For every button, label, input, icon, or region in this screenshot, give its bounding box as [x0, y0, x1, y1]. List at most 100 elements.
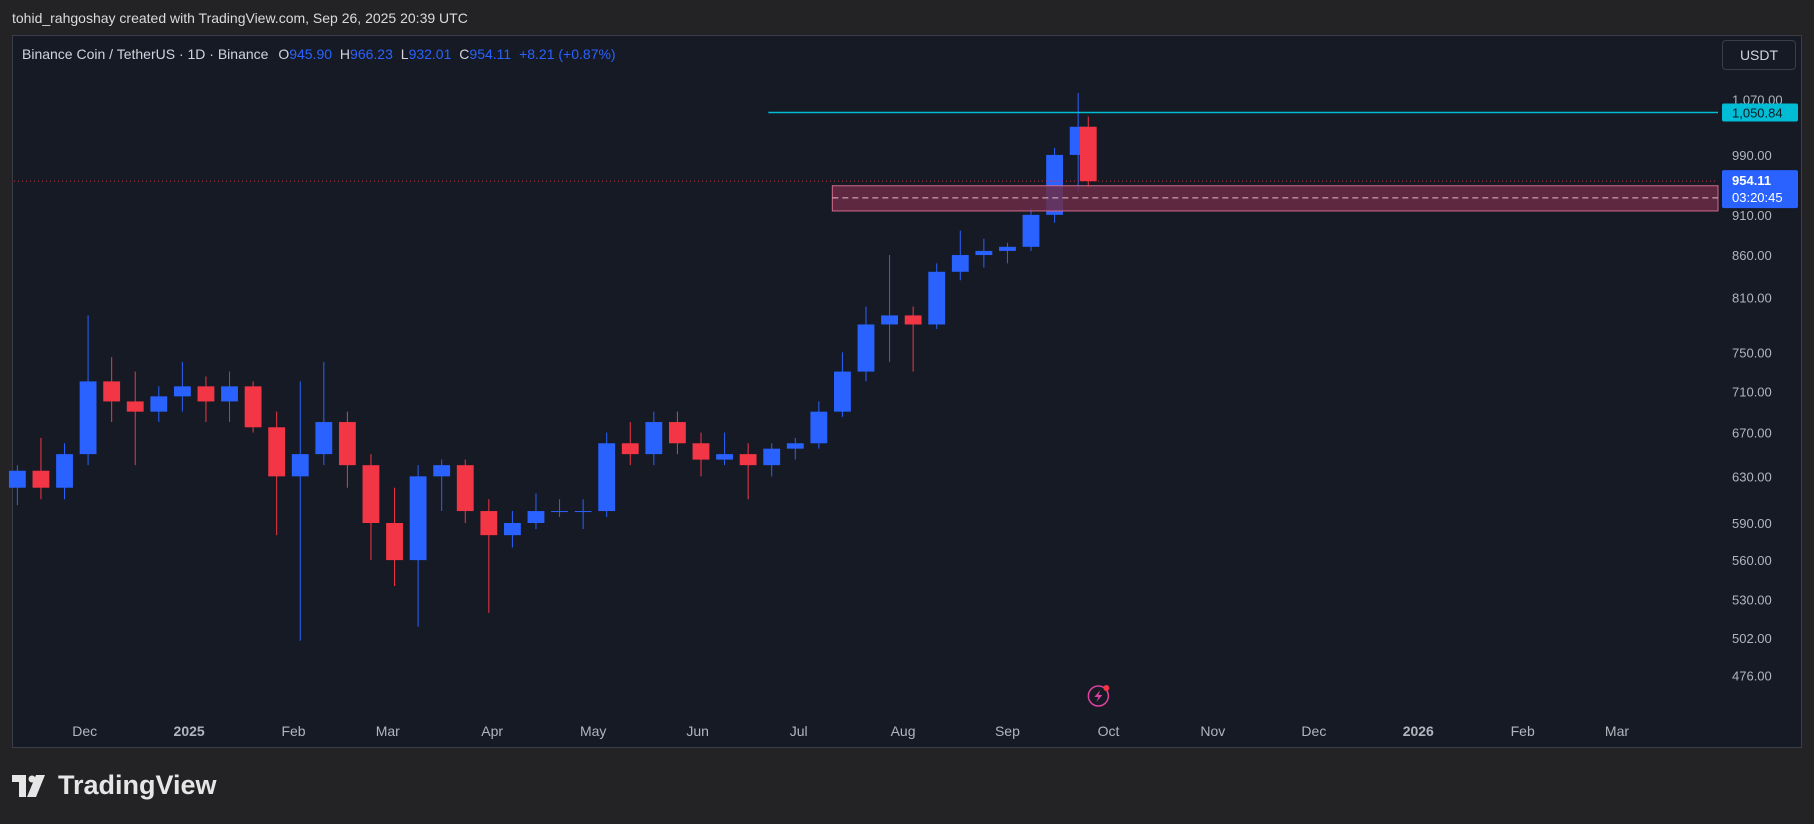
- candle-body: [8, 470, 26, 488]
- lightning-glyph: [1094, 690, 1103, 702]
- price-axis: 1,070.00990.00910.00860.00810.00750.0071…: [1722, 93, 1798, 684]
- candle-body: [904, 315, 922, 325]
- tradingview-logo[interactable]: TradingView: [12, 770, 217, 801]
- time-tick-label: Dec: [72, 723, 97, 739]
- chart-caption: tohid_rahgoshay created with TradingView…: [12, 10, 468, 26]
- price-tick-label: 630.00: [1732, 469, 1772, 484]
- price-tick-label: 750.00: [1732, 345, 1772, 360]
- candle-body: [786, 443, 804, 449]
- price-tick-label: 476.00: [1732, 669, 1772, 684]
- candle-body: [739, 454, 757, 466]
- last-price-countdown: 03:20:45: [1732, 190, 1783, 205]
- time-tick-label: Oct: [1098, 723, 1120, 739]
- close-value: 954.11: [469, 46, 512, 62]
- overlays-layer: [14, 111, 1719, 707]
- candle-body: [645, 422, 663, 455]
- candle-body: [173, 386, 191, 397]
- low-label: L: [400, 46, 409, 62]
- price-tick-label: 670.00: [1732, 426, 1772, 441]
- candle-body: [598, 443, 616, 512]
- candle-body: [1022, 214, 1040, 247]
- price-tick-label: 990.00: [1732, 148, 1772, 163]
- candle-body: [362, 465, 380, 523]
- high-value: 966.23: [350, 46, 393, 62]
- candle-body: [951, 255, 969, 272]
- time-tick-label: 2026: [1403, 723, 1434, 739]
- price-tick-label: 810.00: [1732, 291, 1772, 306]
- candle-body: [126, 401, 144, 412]
- candle-body: [221, 386, 238, 402]
- time-tick-label: Jun: [686, 723, 709, 739]
- candle-body: [338, 422, 356, 466]
- candles-layer: [8, 93, 1097, 641]
- candle-body: [315, 422, 333, 455]
- candle-body: [857, 324, 875, 372]
- symbol-name[interactable]: Binance Coin / TetherUS · 1D · Binance: [22, 46, 269, 62]
- candle-body: [834, 371, 851, 412]
- candle-body: [32, 470, 50, 488]
- candle-body: [551, 511, 568, 513]
- candle-body: [268, 427, 286, 477]
- brand-name: TradingView: [58, 770, 217, 800]
- candle-body: [480, 511, 498, 536]
- time-tick-label: Mar: [1605, 723, 1629, 739]
- candle-body: [409, 476, 427, 561]
- candle-body: [810, 411, 828, 444]
- time-tick-label: Aug: [891, 723, 916, 739]
- time-tick-label: May: [580, 723, 606, 739]
- open-value: 945.90: [289, 46, 333, 62]
- resistance-price-tag-label: 1,050.84: [1732, 106, 1783, 121]
- lightning-event-icon: [1087, 685, 1110, 707]
- time-tick-label: Mar: [376, 723, 400, 739]
- time-tick-label: Feb: [1511, 723, 1535, 739]
- last-price-tag-value: 954.11: [1732, 173, 1771, 188]
- price-tick-label: 860.00: [1732, 248, 1772, 263]
- price-tick-label: 560.00: [1732, 553, 1772, 568]
- price-tick-label: 910.00: [1732, 208, 1772, 223]
- candle-body: [150, 396, 168, 412]
- candle-body: [433, 465, 451, 477]
- candle-body: [456, 465, 474, 512]
- currency-button[interactable]: USDT: [1722, 40, 1796, 70]
- price-tick-label: 502.00: [1732, 631, 1772, 646]
- candle-body: [103, 381, 121, 402]
- time-tick-label: 2025: [174, 723, 205, 739]
- high-label: H: [339, 46, 351, 62]
- candle-body: [244, 386, 262, 428]
- candle-body: [763, 448, 781, 466]
- tradingview-logo-icon: [12, 774, 45, 797]
- candle-body: [975, 250, 993, 256]
- price-tick-label: 710.00: [1732, 384, 1772, 399]
- time-tick-label: Nov: [1200, 723, 1225, 739]
- time-tick-label: Jul: [790, 723, 808, 739]
- candle-body: [692, 443, 710, 460]
- time-tick-label: Apr: [481, 723, 503, 739]
- open-label: O: [278, 46, 290, 62]
- low-value: 932.01: [408, 46, 452, 62]
- close-label: C: [459, 46, 470, 62]
- time-tick-label: Feb: [281, 723, 305, 739]
- candle-body: [79, 381, 97, 455]
- price-tick-label: 530.00: [1732, 592, 1772, 607]
- symbol-legend[interactable]: Binance Coin / TetherUS · 1D · Binance O…: [22, 46, 616, 62]
- candle-body: [527, 511, 545, 523]
- candle-body: [928, 271, 946, 325]
- chart-frame[interactable]: [12, 35, 1802, 748]
- candle-body: [386, 522, 403, 561]
- candle-body: [668, 422, 686, 444]
- candle-body: [574, 511, 592, 513]
- candle-body: [503, 522, 521, 536]
- resistance-price-tag: [1722, 103, 1798, 122]
- time-axis: Dec 2025 Feb Mar Apr May Jun Jul Aug Sep Oct Nov Dec…: [72, 723, 1629, 739]
- last-price-tag: [1722, 170, 1798, 209]
- candle-body: [291, 454, 309, 477]
- candle-body: [1079, 126, 1097, 182]
- time-tick-label: Sep: [995, 723, 1020, 739]
- candle-body: [716, 454, 733, 460]
- candle-body: [197, 386, 215, 402]
- candle-body: [999, 246, 1016, 251]
- time-tick-label: Dec: [1301, 723, 1326, 739]
- candle-body: [881, 315, 898, 325]
- price-tick-label: 590.00: [1732, 516, 1772, 531]
